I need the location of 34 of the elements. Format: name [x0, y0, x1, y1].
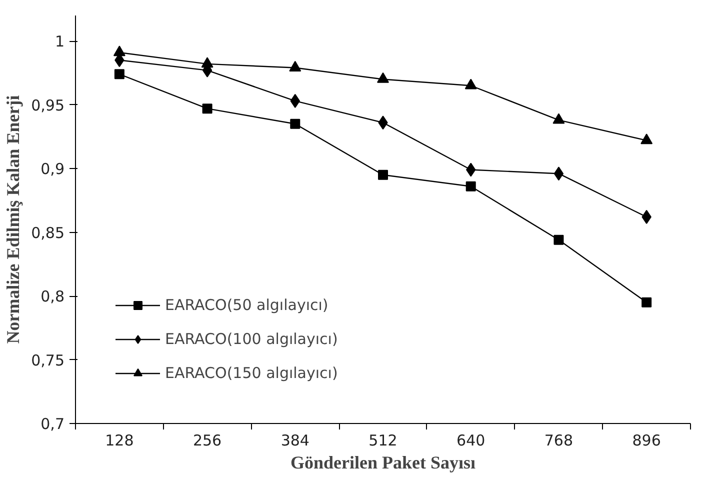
- x-tick-label: 640: [456, 432, 486, 450]
- x-tick-label: 384: [280, 432, 310, 450]
- legend-label: EARACO(100 algılayıcı): [165, 330, 338, 348]
- legend-label: EARACO(50 algılayıcı): [165, 296, 328, 314]
- x-tick-label: 896: [632, 432, 661, 450]
- point: [113, 46, 126, 56]
- point: [202, 104, 212, 114]
- point: [640, 134, 653, 144]
- y-tick-label: 0,9: [40, 160, 65, 178]
- y-tick-label: 0,7: [40, 415, 65, 433]
- point: [554, 234, 564, 245]
- point: [642, 297, 652, 308]
- point: [377, 72, 389, 83]
- y-tick-label: 0,95: [31, 96, 65, 114]
- x-tick-label: 512: [368, 432, 398, 450]
- point: [466, 181, 476, 192]
- x-tick-label: 256: [192, 432, 222, 450]
- legend-label: EARACO(150 algılayıcı): [165, 364, 338, 382]
- y-tick-label: 0,85: [31, 224, 65, 242]
- point: [290, 118, 300, 129]
- point: [464, 78, 477, 90]
- x-tick-label: 128: [105, 432, 134, 450]
- y-tick-label: 0,75: [31, 351, 65, 370]
- point: [378, 170, 388, 180]
- y-axis-title: Normalize Edilmiş Kalan Enerji: [3, 95, 24, 344]
- point: [552, 113, 565, 124]
- point: [554, 166, 564, 181]
- x-tick-label: 768: [544, 432, 574, 450]
- point: [289, 60, 302, 72]
- x-axis-title: Gönderilen Paket Sayısı: [290, 452, 476, 472]
- point: [201, 57, 214, 68]
- point: [114, 69, 124, 80]
- y-tick-label: 0,8: [40, 288, 65, 306]
- y-tick-label: 1: [54, 32, 65, 50]
